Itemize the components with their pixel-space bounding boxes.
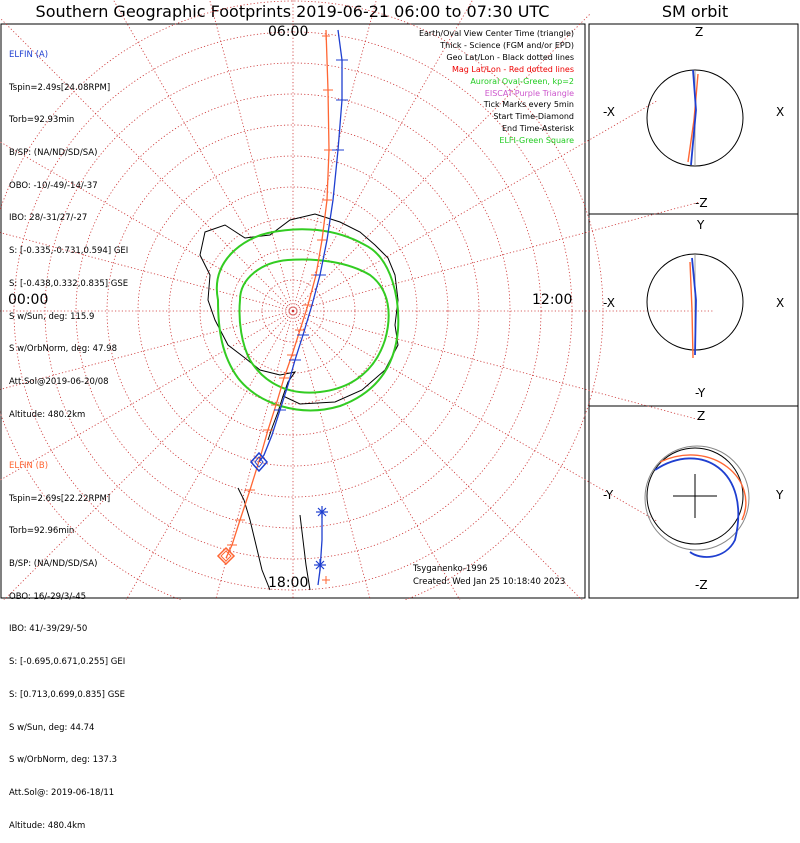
- elfin-b-line: Torb=92.96min: [9, 526, 75, 537]
- sm-panel-frame-xy: [588, 213, 799, 407]
- created-label: Created: Wed Jan 25 10:18:40 2023: [413, 577, 566, 587]
- elfin-b-line: OBO: 16/-29/3/-45: [9, 591, 87, 602]
- legend-item: Tick Marks every 5min: [483, 100, 574, 110]
- sm3-right-label: Y: [776, 488, 784, 502]
- clock-label-right: 12:00: [532, 292, 573, 308]
- sm2-bottom-label: -Y: [695, 386, 706, 400]
- sm3-bottom-label: -Z: [695, 578, 708, 592]
- elfin-b-line: Att.Sol@: 2019-06-18/11: [9, 788, 115, 798]
- elfin-b-line: Tspin=2.69s[22.22RPM]: [9, 493, 111, 504]
- south-america-coastline: [299, 514, 311, 591]
- elfin-a-line: B/SP: (NA/ND/SD/SA): [9, 147, 98, 158]
- sm3-top-label: Z: [697, 409, 706, 423]
- figure-canvas: [0, 0, 799, 600]
- sm-elfin-b-orbit: [687, 73, 699, 163]
- legend-item: Thick - Science (FGM and/or EPD): [440, 40, 574, 50]
- geo-lat-circle: [106, 124, 480, 498]
- elfin-a-line: S: [-0.438,0.332,0.835] GSE: [9, 278, 129, 289]
- elfin-b-line: S: [0.713,0.699,0.835] GSE: [9, 689, 126, 700]
- legend-item: Geo Lat/Lon - Black dotted lines: [446, 52, 574, 62]
- auroral-oval-outer: [215, 228, 400, 412]
- sm1-left-label: -X: [603, 105, 615, 119]
- elfin-a-track: [258, 29, 343, 463]
- geo-meridian-line: [292, 310, 371, 600]
- sm2-top-label: Y: [697, 218, 705, 232]
- model-label: Tsyganenko-1996: [413, 564, 488, 574]
- elfin-a-line: IBO: 28/-31/27/-27: [9, 213, 88, 224]
- clock-label-top: 06:00: [268, 24, 309, 40]
- geo-lat-circle: [137, 155, 449, 467]
- sm-orbit-panels: [644, 69, 750, 558]
- sm1-right-label: X: [776, 105, 785, 119]
- elfin-a-end-asterisk: [317, 507, 327, 517]
- peninsula-coastline: [267, 395, 284, 441]
- geo-meridian-line: [209, 0, 294, 312]
- sm-orbit-gray: [644, 445, 750, 551]
- elfin-a-track-lower: [317, 510, 323, 586]
- elfin-b-start-diamond-inner: [220, 550, 232, 562]
- sm-orbit-title: SM orbit: [661, 2, 729, 21]
- polar-map: [0, 0, 713, 600]
- sm-elfin-a-orbit: [654, 457, 740, 558]
- elfin-a-line: S w/OrbNorm, deg: 47.98: [9, 344, 118, 355]
- sm-elfin-b-orbit: [689, 261, 694, 359]
- elfin-b-line: B/SP: (NA/ND/SD/SA): [9, 558, 98, 569]
- elfin-a-line: S w/Sun, deg: 115.9: [9, 311, 95, 322]
- elfin-b-start-diamond: [216, 546, 236, 566]
- sm-elfin-a-orbit: [691, 257, 697, 356]
- elfin-b-line: Altitude: 480.4km: [9, 820, 86, 831]
- south-america-coastline: [237, 487, 271, 591]
- geo-lat-circle: [75, 93, 511, 529]
- elfin-b-line: S: [-0.695,0.671,0.255] GEI: [9, 657, 126, 668]
- sm1-top-label: Z: [695, 25, 704, 39]
- legend-item: EISCAT-Purple Triangle: [484, 88, 574, 98]
- geo-meridian-line: [215, 310, 294, 600]
- elfin-a-line: Att.Sol@2019-06-20/08: [9, 377, 109, 387]
- legend-item: ELFI-Green Square: [499, 136, 574, 146]
- elfin-b-name: ELFIN (B): [9, 460, 49, 471]
- sm2-right-label: X: [776, 296, 785, 310]
- legend-item: Auroral Oval-Green, kp=2: [470, 76, 574, 86]
- legend: Earth/Oval View Center Time (triangle) T…: [419, 28, 574, 147]
- elfin-b-line: S w/OrbNorm, deg: 137.3: [9, 755, 118, 766]
- elfin-a-info: ELFIN (A) Tspin=2.49s[24.08RPM] Torb=92.…: [9, 28, 128, 432]
- clock-label-left: 00:00: [8, 292, 49, 308]
- elfin-b-info: ELFIN (B) Tspin=2.69s[22.22RPM] Torb=92.…: [9, 439, 125, 843]
- sm3-left-label: -Y: [603, 488, 614, 502]
- geo-meridian-line: [292, 310, 699, 421]
- sm-elfin-a-orbit: [690, 69, 697, 166]
- legend-item: Mag Lat/Lon - Red dotted lines: [451, 64, 574, 74]
- elfin-a-end-asterisk: [315, 560, 325, 570]
- geo-meridian-line: [292, 201, 699, 312]
- auroral-oval-inner: [238, 258, 390, 394]
- map-frame: [0, 23, 586, 599]
- legend-item: End Time-Asterisk: [501, 124, 574, 134]
- legend-item: Start Time-Diamond: [493, 112, 574, 122]
- sm-panel-frame-yz: [588, 405, 799, 599]
- elfin-b-line: S w/Sun, deg: 44.74: [9, 722, 95, 733]
- sm-elfin-b-orbit: [659, 454, 747, 521]
- elfin-a-start-diamond: [249, 451, 269, 473]
- elfin-a-line: Tspin=2.49s[24.08RPM]: [9, 82, 111, 93]
- page-title: Southern Geographic Footprints 2019-06-2…: [35, 2, 550, 21]
- elfin-a-line: OBO: -10/-49/-14/-37: [9, 180, 98, 191]
- sm2-left-label: -X: [603, 296, 615, 310]
- elfin-a-line: Altitude: 480.2km: [9, 409, 86, 420]
- geo-lat-circle: [44, 62, 542, 560]
- elfin-a-line: Torb=92.93min: [9, 115, 75, 126]
- sm-earth-circle: [646, 447, 744, 545]
- antarctica-coastline: [199, 213, 399, 405]
- sm1-bottom-label: -Z: [695, 196, 708, 210]
- geo-lat-circle: [168, 186, 418, 436]
- elfin-a-start-diamond-inner: [254, 456, 264, 468]
- elfin-a-name: ELFIN (A): [9, 49, 49, 60]
- legend-item: Earth/Oval View Center Time (triangle): [418, 29, 574, 38]
- clock-label-bottom: 18:00: [268, 575, 309, 591]
- elfin-b-line: IBO: 41/-39/29/-50: [9, 624, 88, 635]
- elfin-a-line: S: [-0.335,-0.731,0.594] GEI: [9, 246, 129, 257]
